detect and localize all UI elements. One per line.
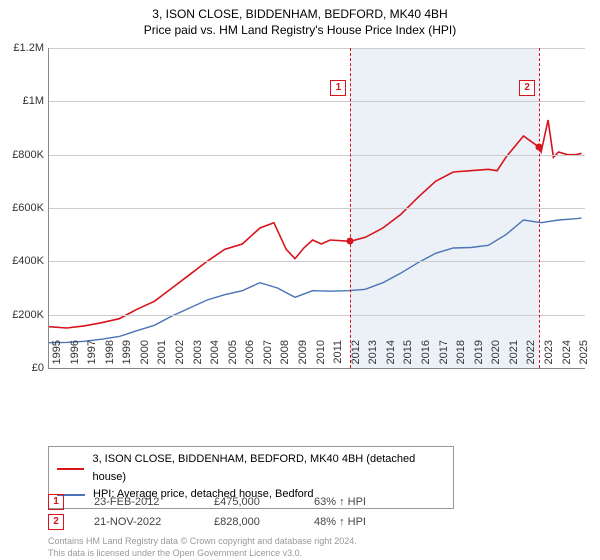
x-tick-label: 2010 — [315, 340, 327, 372]
event-table: 1 23-FEB-2012 £475,000 63% ↑ HPI 2 21-NOV-202… — [48, 492, 404, 532]
chart-subtitle: Price paid vs. HM Land Registry's House … — [0, 23, 600, 41]
x-tick-label: 2012 — [350, 340, 362, 372]
chart-title: 3, ISON CLOSE, BIDDENHAM, BEDFORD, MK40 … — [0, 0, 600, 23]
x-tick-label: 1996 — [69, 340, 81, 372]
event-date: 21-NOV-2022 — [94, 516, 184, 528]
x-tick-label: 2019 — [473, 340, 485, 372]
event-marker-box: 1 — [330, 80, 346, 96]
x-tick-label: 1997 — [86, 340, 98, 372]
legend-item: 3, ISON CLOSE, BIDDENHAM, BEDFORD, MK40 … — [57, 451, 445, 486]
x-tick-label: 2014 — [385, 340, 397, 372]
footer-attribution: Contains HM Land Registry data © Crown c… — [48, 536, 357, 559]
legend-label: 3, ISON CLOSE, BIDDENHAM, BEDFORD, MK40 … — [92, 451, 445, 486]
x-tick-label: 2000 — [139, 340, 151, 372]
event-num-box: 1 — [48, 494, 64, 510]
event-date: 23-FEB-2012 — [94, 496, 184, 508]
gridline-h — [49, 48, 585, 49]
series-hpi — [49, 218, 582, 343]
x-tick-label: 2002 — [174, 340, 186, 372]
event-pct: 63% ↑ HPI — [314, 496, 404, 508]
x-tick-label: 1998 — [104, 340, 116, 372]
x-tick-label: 2025 — [578, 340, 590, 372]
gridline-h — [49, 155, 585, 156]
event-price: £828,000 — [214, 516, 284, 528]
gridline-h — [49, 315, 585, 316]
x-tick-label: 2006 — [244, 340, 256, 372]
x-tick-label: 1995 — [51, 340, 63, 372]
x-tick-label: 2022 — [525, 340, 537, 372]
gridline-h — [49, 101, 585, 102]
event-dot — [536, 144, 543, 151]
event-pct: 48% ↑ HPI — [314, 516, 404, 528]
x-tick-label: 2013 — [367, 340, 379, 372]
footer-line2: This data is licensed under the Open Gov… — [48, 548, 357, 560]
x-tick-label: 2023 — [543, 340, 555, 372]
x-tick-label: 2021 — [508, 340, 520, 372]
legend-swatch — [57, 468, 84, 470]
event-marker-box: 2 — [519, 80, 535, 96]
event-vline — [350, 48, 351, 368]
gridline-h — [49, 261, 585, 262]
y-tick-label: £600K — [2, 202, 44, 214]
y-tick-label: £200K — [2, 309, 44, 321]
y-tick-label: £800K — [2, 149, 44, 161]
x-tick-label: 2017 — [438, 340, 450, 372]
gridline-h — [49, 208, 585, 209]
y-tick-label: £1.2M — [2, 42, 44, 54]
x-tick-label: 2020 — [490, 340, 502, 372]
event-row: 2 21-NOV-2022 £828,000 48% ↑ HPI — [48, 512, 404, 532]
plot-region: 12 — [48, 48, 585, 369]
event-dot — [347, 238, 354, 245]
x-tick-label: 1999 — [121, 340, 133, 372]
event-row: 1 23-FEB-2012 £475,000 63% ↑ HPI — [48, 492, 404, 512]
y-tick-label: £0 — [2, 362, 44, 374]
footer-line1: Contains HM Land Registry data © Crown c… — [48, 536, 357, 548]
x-tick-label: 2016 — [420, 340, 432, 372]
series-property — [49, 120, 582, 328]
x-tick-label: 2011 — [332, 340, 344, 372]
y-tick-label: £1M — [2, 95, 44, 107]
y-tick-label: £400K — [2, 255, 44, 267]
x-tick-label: 2024 — [561, 340, 573, 372]
x-tick-label: 2004 — [209, 340, 221, 372]
event-price: £475,000 — [214, 496, 284, 508]
x-tick-label: 2018 — [455, 340, 467, 372]
event-num-box: 2 — [48, 514, 64, 530]
x-tick-label: 2008 — [279, 340, 291, 372]
x-tick-label: 2003 — [192, 340, 204, 372]
event-vline — [539, 48, 540, 368]
x-tick-label: 2009 — [297, 340, 309, 372]
x-tick-label: 2001 — [156, 340, 168, 372]
x-tick-label: 2007 — [262, 340, 274, 372]
chart-area: 12 £0£200K£400K£600K£800K£1M£1.2M1995199… — [48, 48, 584, 408]
x-tick-label: 2005 — [227, 340, 239, 372]
x-tick-label: 2015 — [402, 340, 414, 372]
